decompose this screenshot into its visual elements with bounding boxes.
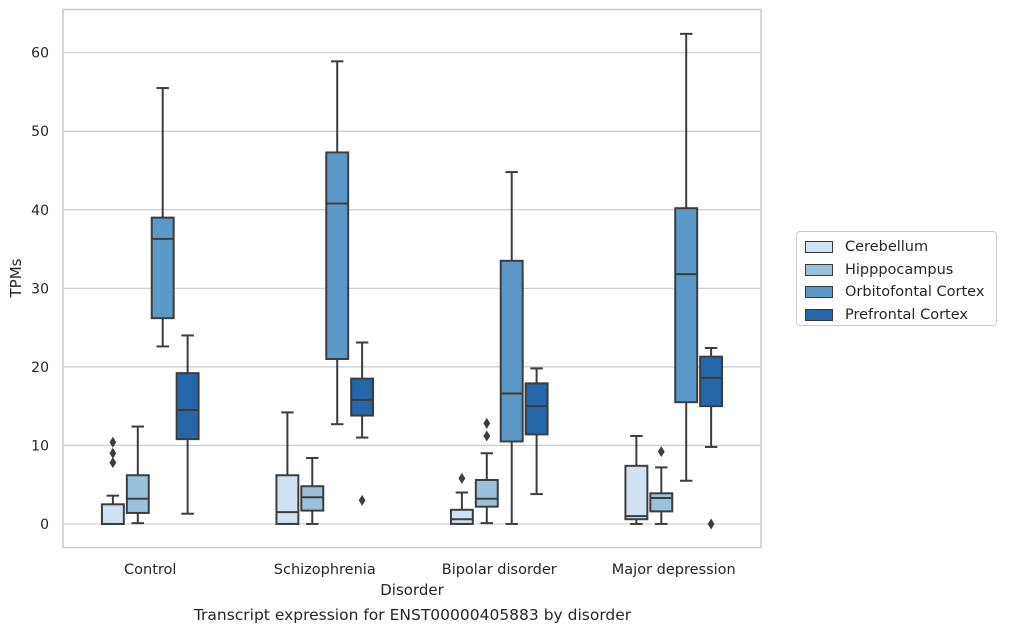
legend-swatch <box>805 263 833 276</box>
outlier-point <box>358 494 366 506</box>
y-tick-labels: 0 10 20 30 40 50 60 <box>31 46 49 533</box>
box <box>449 508 474 525</box>
legend-swatch <box>805 241 833 254</box>
y-tick-label: 40 <box>31 203 49 219</box>
legend-label: Cerebellum <box>845 239 929 256</box>
x-tick-labels: Control Schizophrenia Bipolar disorder Majo… <box>124 562 736 578</box>
legend-swatch <box>805 286 833 299</box>
legend-item: Hipppocampus <box>805 259 996 282</box>
box <box>175 372 200 441</box>
y-axis-label: TPMs <box>7 258 25 298</box>
box <box>524 382 549 436</box>
box <box>275 474 300 525</box>
y-tick-label: 60 <box>31 46 49 62</box>
box <box>699 355 724 408</box>
y-tick-label: 50 <box>31 124 49 140</box>
y-tick-label: 0 <box>40 517 49 533</box>
x-tick-label: Bipolar disorder <box>442 562 557 578</box>
box <box>150 216 175 320</box>
box <box>100 503 125 525</box>
legend: Cerebellum Hipppocampus Orbitofontal Cor… <box>796 231 997 326</box>
y-tick-label: 10 <box>31 438 49 454</box>
box <box>300 485 325 512</box>
box-group <box>100 32 724 530</box>
box <box>624 464 649 521</box>
outlier-point <box>483 417 491 429</box>
y-tick-label: 20 <box>31 360 49 376</box>
legend-label: Prefrontal Cortex <box>845 306 968 323</box>
box <box>325 151 350 361</box>
outlier-point <box>707 518 715 530</box>
box <box>474 478 499 508</box>
legend-swatch <box>805 308 833 321</box>
x-tick-label: Major depression <box>612 562 736 578</box>
legend-label: Orbitofontal Cortex <box>845 284 985 301</box>
box <box>649 492 674 513</box>
box <box>674 207 699 404</box>
outlier-point <box>109 447 117 459</box>
legend-item: Cerebellum <box>805 236 996 259</box>
chart-caption: Transcript expression for ENST0000040588… <box>193 606 632 624</box>
x-tick-label: Control <box>124 562 176 578</box>
box <box>350 377 375 417</box>
outlier-point <box>657 446 665 458</box>
legend-item: Prefrontal Cortex <box>805 304 996 327</box>
outlier-point <box>458 472 466 484</box>
x-tick-label: Schizophrenia <box>274 562 376 578</box>
x-axis-label: Disorder <box>380 581 444 599</box>
box <box>499 259 524 443</box>
plot-frame <box>62 8 762 549</box>
gridlines <box>63 52 761 525</box>
outlier-point <box>483 430 491 442</box>
outlier-point <box>109 436 117 448</box>
outlier-point <box>109 457 117 469</box>
y-tick-label: 30 <box>31 281 49 297</box>
legend-label: Hipppocampus <box>845 261 954 278</box>
legend-item: Orbitofontal Cortex <box>805 281 996 304</box>
box <box>125 474 150 514</box>
